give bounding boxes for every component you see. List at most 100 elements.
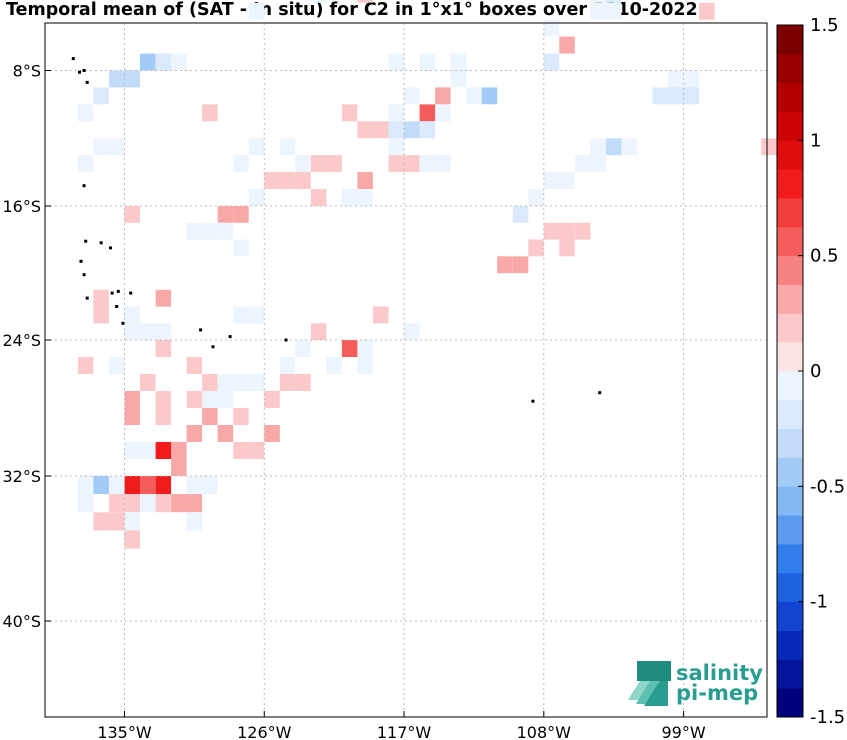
heatmap-cell — [248, 442, 265, 459]
heatmap-cell — [140, 494, 156, 513]
heatmap-cell — [140, 323, 156, 341]
island-marker — [71, 57, 75, 61]
heatmap-cell — [559, 239, 575, 257]
island-marker — [82, 184, 86, 188]
colorbar-tick-label: 0.5 — [810, 246, 839, 267]
heatmap-cell — [140, 374, 156, 391]
heatmap-cell — [77, 357, 94, 374]
colorbar-level — [777, 486, 803, 516]
y-tick-label: 8°S — [13, 62, 41, 81]
heatmap-cell — [419, 121, 436, 139]
heatmap-cell — [217, 374, 234, 391]
heatmap-cell — [124, 306, 140, 324]
heatmap-cell — [388, 155, 404, 173]
heatmap-cell — [699, 2, 715, 20]
heatmap-cell — [419, 104, 436, 122]
heatmap-cell — [435, 104, 451, 122]
heatmap-cell — [202, 104, 218, 122]
heatmap-cell — [543, 53, 560, 71]
colorbar-tick-label: 0 — [810, 361, 821, 382]
heatmap-cell — [466, 87, 482, 105]
heatmap-cell — [140, 53, 156, 71]
heatmap-cell — [186, 391, 203, 408]
chart-title: Temporal mean of (SAT - In situ) for C2 … — [6, 0, 698, 20]
heatmap-cell — [683, 87, 700, 105]
heatmap-cell — [202, 408, 218, 425]
heatmap-cell — [248, 138, 265, 156]
heatmap-cell — [77, 476, 94, 495]
heatmap-cell — [528, 189, 544, 206]
heatmap-cell — [155, 340, 172, 357]
colorbar-level — [777, 226, 803, 257]
heatmap-cell — [202, 476, 218, 495]
island-marker — [116, 289, 120, 293]
heatmap-cell — [77, 104, 94, 122]
island-marker — [598, 391, 602, 395]
x-tick-label: 108°W — [517, 723, 572, 740]
heatmap-cell — [155, 323, 172, 341]
colorbar-tick-label: 1.5 — [810, 15, 839, 36]
heatmap-cell — [512, 256, 529, 274]
colorbar-level — [777, 544, 803, 574]
heatmap-cell — [124, 391, 140, 408]
island-marker — [109, 246, 112, 250]
heatmap-cell — [155, 53, 172, 71]
colorbar-level — [777, 82, 803, 112]
island-marker — [99, 241, 103, 245]
colorbar-level — [777, 53, 803, 84]
heatmap-cell — [109, 476, 125, 495]
heatmap-cell — [652, 87, 668, 105]
heatmap-cell — [93, 138, 109, 156]
island-marker — [82, 273, 86, 277]
heatmap-cell — [264, 172, 280, 189]
y-tick-label: 24°S — [2, 331, 41, 350]
heatmap-cell — [341, 104, 358, 122]
heatmap-cell — [93, 512, 109, 531]
heatmap-cell — [357, 357, 373, 374]
heatmap-cell — [373, 121, 389, 139]
heatmap-cell — [310, 189, 327, 206]
heatmap-cell — [310, 155, 327, 173]
heatmap-cell — [388, 121, 404, 139]
heatmap-cell — [248, 2, 265, 20]
heatmap-cell — [77, 494, 94, 513]
island-marker — [79, 259, 83, 263]
heatmap-cell — [590, 138, 606, 156]
heatmap-cell — [248, 189, 265, 206]
heatmap-cell — [124, 442, 140, 459]
heatmap-cell — [109, 512, 125, 531]
heatmap-cell — [404, 155, 420, 173]
heatmap-cell — [217, 425, 234, 442]
heatmap-cell — [357, 340, 373, 357]
heatmap-cell — [217, 206, 234, 223]
heatmap-cell — [217, 222, 234, 240]
heatmap-cell — [388, 53, 404, 71]
island-marker — [85, 80, 89, 84]
heatmap-cell — [155, 442, 172, 459]
heatmap-cell — [668, 70, 684, 88]
colorbar-level — [777, 169, 803, 199]
heatmap-cell — [124, 512, 140, 531]
island-marker — [211, 345, 215, 349]
heatmap-cell — [171, 459, 187, 476]
y-tick-label: 32°S — [2, 467, 41, 486]
heatmap-cell — [186, 425, 203, 442]
heatmap-cell — [233, 408, 249, 425]
heatmap-cell — [233, 155, 249, 173]
heatmap-cell — [326, 155, 342, 173]
heatmap-cell — [279, 172, 296, 189]
heatmap-cell — [404, 323, 420, 341]
x-axis: 135°W 126°W 117°W 108°W 99°W — [97, 711, 706, 740]
x-tick-label: 117°W — [377, 723, 432, 740]
heatmap-cell — [543, 172, 560, 189]
island-marker — [78, 70, 81, 74]
y-axis: 8°S 16°S 24°S 32°S 40°S — [2, 62, 51, 631]
colorbar-level — [777, 572, 803, 603]
heatmap-cell — [295, 155, 311, 173]
heatmap-cell — [574, 155, 591, 173]
heatmap-cell — [202, 374, 218, 391]
heatmap-cell — [761, 138, 777, 156]
colorbar: 1.5 1 0.5 0 -0.5 -1 -1.5 — [776, 15, 845, 728]
heatmap-cell — [155, 408, 172, 425]
